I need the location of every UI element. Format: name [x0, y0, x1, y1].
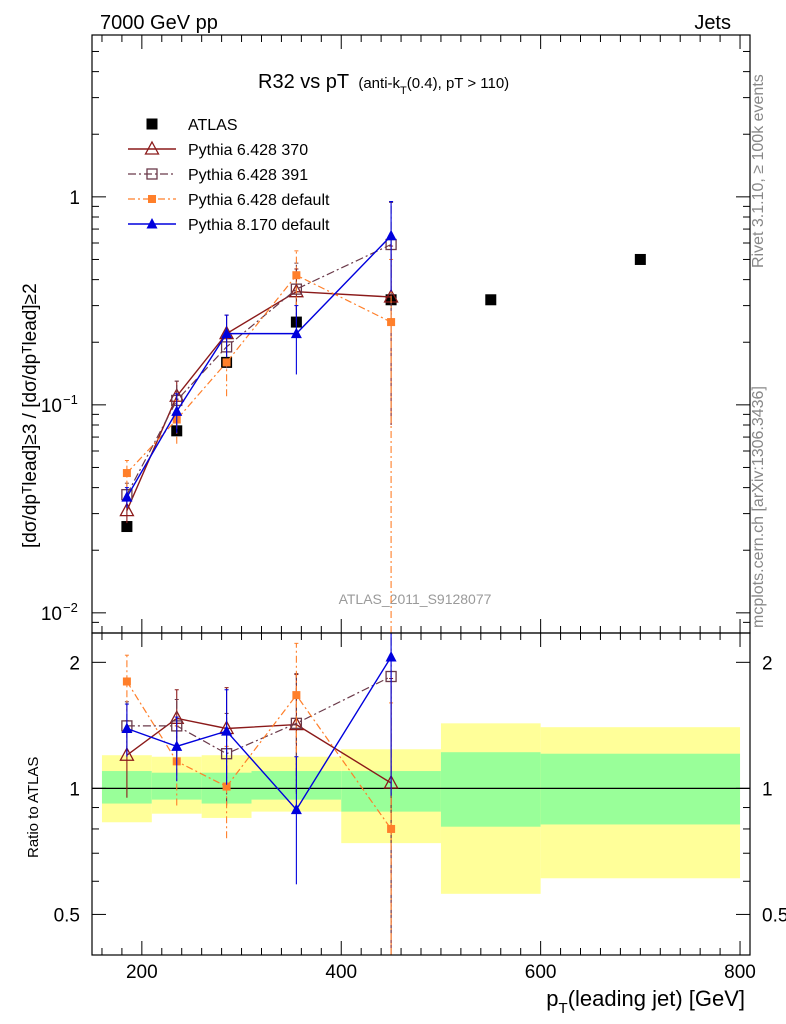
ratio-series: [119, 632, 399, 955]
main-pythia-8-170-default-point: [221, 327, 233, 339]
ratio-pythia-6-428-370-point: [119, 746, 135, 761]
xlabel-sub: T: [559, 1000, 568, 1017]
ratio-frame: [91, 632, 751, 956]
ratio-pythia-8-170-default-point: [385, 650, 397, 662]
main-pythia-6-428-default-point: [222, 358, 231, 367]
ratio-pythia-8-170-default-point: [290, 803, 302, 815]
title-sub-suffix: (0.4), pT > 110): [407, 75, 509, 92]
main-pythia-6-428-391-line: [126, 243, 392, 495]
title-sub-sub: T: [400, 85, 407, 97]
ratio-pythia-6-428-default-point: [122, 677, 131, 686]
mcplots-label: mcplots.cern.ch [arXiv:1306.3436]: [750, 386, 767, 628]
main-pythia-6-428-370-point: [119, 502, 135, 517]
legend-marker-atlas: [146, 118, 158, 130]
ratio-bands: [92, 723, 750, 894]
main-ytick-label: 10: [41, 604, 62, 625]
main-series: [119, 200, 646, 633]
ratio-pythia-6-428-default-point: [222, 782, 231, 791]
x-tick-label: 600: [525, 962, 557, 983]
ratio-pythia-8-170-default-point: [221, 725, 233, 736]
legend-label: ATLAS: [188, 117, 238, 134]
main-pythia-6-428-default-point: [387, 318, 396, 327]
rivet-label: Rivet 3.1.10, ≥ 100k events: [750, 74, 767, 268]
watermark: ATLAS_2011_S9128077: [339, 591, 492, 607]
legend: ATLAS Pythia 6.428 370 Pythia 6.428 391 Pyt…: [128, 117, 330, 234]
main-ytick-label: 10: [41, 396, 62, 417]
ylabel-bottom: Ratio to ATLAS: [25, 757, 42, 858]
main-axes: 10 −210 −11: [41, 34, 750, 634]
ratio-ytick-label-right: 1: [762, 779, 773, 800]
ratio-ytick-label: 0.5: [54, 905, 80, 926]
main-pythia-6-428-370-line: [126, 290, 392, 511]
x-tick-label: 800: [724, 962, 756, 983]
ratio-ytick-label: 2: [69, 653, 80, 674]
atlas-point: [634, 253, 646, 265]
ratio-pythia-6-428-default-point: [387, 824, 396, 833]
main-pythia-8-170-default-point: [121, 491, 133, 502]
xlabel-rest: (leading jet) [GeV]: [568, 986, 745, 1011]
ratio-ytick-label: 1: [69, 779, 80, 800]
main-ytick-label: 1: [69, 188, 80, 209]
legend-label: Pythia 6.428 391: [188, 167, 308, 184]
ratio-pythia-8-170-default-point: [171, 740, 183, 751]
xlabel: pT(leading jet) [GeV]: [546, 986, 745, 1017]
ratio-axes: 200 400 600 800 0.5 0.5 1 1 2 2: [54, 633, 786, 983]
main-ytick-exp: −1: [63, 392, 78, 407]
header-right: Jets: [694, 12, 731, 34]
legend-marker: [146, 168, 158, 180]
ratio-pythia-6-428-391-line: [126, 675, 392, 755]
legend-marker: [148, 195, 156, 203]
ratio-band-inner: [440, 752, 541, 827]
x-tick-label: 200: [126, 962, 158, 983]
chart-title: R32 vs pT (anti-kT(0.4), pT > 110): [258, 71, 509, 97]
main-pythia-8-170-default-point: [290, 327, 302, 339]
main-pythia-8-170-default-point: [171, 405, 183, 416]
ratio-pythia-8-170-default-point: [121, 722, 133, 733]
ratio-ytick-label-right: 2: [762, 653, 773, 674]
main-pythia-6-428-391-point: [290, 283, 303, 295]
legend-label: Pythia 6.428 370: [188, 142, 308, 159]
ratio-ytick-label-right: 0.5: [762, 905, 786, 926]
ratio-pythia-6-428-default-point: [292, 691, 301, 700]
main-pythia-6-428-default-point: [122, 469, 131, 478]
main-pythia-6-428-default-point: [292, 271, 301, 280]
atlas-point: [485, 294, 497, 306]
title-main: R32 vs pT: [258, 71, 349, 93]
main-ytick-exp: −2: [63, 600, 78, 615]
legend-marker: [146, 218, 158, 229]
main-pythia-8-170-default-point: [385, 229, 397, 241]
xlabel-main: p: [546, 986, 558, 1011]
atlas-point: [121, 521, 133, 533]
legend-marker: [144, 140, 160, 155]
ratio-band-inner: [540, 753, 741, 825]
legend-label: Pythia 8.170 default: [188, 217, 330, 234]
legend-label: Pythia 6.428 default: [188, 192, 330, 209]
title-sub-prefix: (anti-k: [358, 75, 400, 92]
main-pythia-6-428-default-line: [126, 274, 392, 474]
header-left: 7000 GeV pp: [100, 12, 218, 34]
ratio-pythia-6-428-370-point: [288, 716, 304, 731]
main-pythia-8-170-default-line: [126, 235, 392, 498]
x-tick-label: 400: [325, 962, 357, 983]
ylabel-top: [dσ/dpᵀlead]≥3 / [dσ/dpᵀlead]≥2: [20, 283, 41, 548]
